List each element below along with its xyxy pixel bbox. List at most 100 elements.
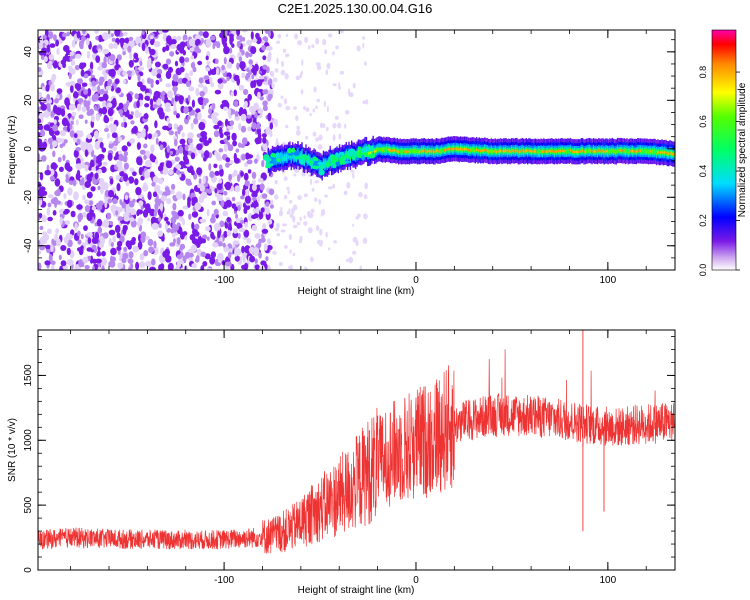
noise-speckle <box>265 45 273 51</box>
noise-speckle <box>197 97 204 104</box>
noise-speckle <box>84 264 90 270</box>
ridge-cell <box>474 149 476 152</box>
noise-speckle <box>220 30 225 36</box>
noise-speckle <box>178 124 183 132</box>
noise-speckle <box>86 110 93 116</box>
noise-speckle <box>276 222 280 229</box>
noise-speckle <box>116 160 123 168</box>
ridge-cell <box>431 150 433 153</box>
noise-speckle <box>214 89 222 95</box>
noise-speckle <box>267 54 272 63</box>
ridge-cell <box>455 147 458 150</box>
noise-speckle <box>209 256 216 265</box>
noise-speckle <box>115 58 119 67</box>
noise-speckle <box>60 260 67 267</box>
noise-speckle <box>149 98 154 106</box>
noise-speckle <box>107 198 113 204</box>
noise-speckle <box>147 238 154 247</box>
ridge-cell <box>545 150 548 153</box>
noise-speckle <box>149 171 155 178</box>
noise-speckle <box>256 79 263 87</box>
ridge-cell <box>450 147 452 151</box>
noise-speckle <box>70 210 76 218</box>
noise-speckle <box>156 68 163 75</box>
noise-speckle <box>299 238 302 244</box>
noise-speckle <box>173 238 176 244</box>
noise-speckle <box>252 196 257 201</box>
noise-speckle <box>217 230 221 239</box>
noise-speckle <box>137 66 145 71</box>
snr-y-axis-label: SNR (10 * v/v) <box>7 418 18 482</box>
noise-speckle <box>94 172 99 180</box>
noise-speckle <box>177 209 184 217</box>
noise-speckle <box>248 52 253 58</box>
noise-speckle <box>215 152 221 161</box>
noise-speckle <box>233 74 240 82</box>
ridge-spot <box>470 148 475 152</box>
noise-speckle <box>235 148 240 153</box>
noise-speckle <box>210 251 216 259</box>
noise-speckle <box>77 213 83 221</box>
noise-speckle <box>200 251 207 258</box>
noise-speckle <box>117 216 124 222</box>
ridge-spot <box>640 149 646 153</box>
ridge-cell <box>449 148 451 151</box>
noise-speckle <box>363 213 368 220</box>
noise-speckle <box>236 40 241 48</box>
noise-speckle <box>57 157 62 163</box>
noise-speckle <box>184 158 190 165</box>
noise-speckle <box>45 84 50 92</box>
noise-speckle <box>84 181 91 188</box>
noise-speckle <box>137 93 144 102</box>
noise-speckle <box>48 254 53 262</box>
ridge-spot <box>399 149 404 153</box>
noise-speckle <box>136 100 140 109</box>
noise-speckle <box>267 93 273 100</box>
ridge-cell <box>337 159 339 162</box>
noise-speckle <box>315 105 318 110</box>
noise-speckle <box>143 250 149 257</box>
snr-series-line <box>38 349 675 554</box>
noise-speckle <box>254 258 258 264</box>
ridge-cell <box>443 149 446 152</box>
noise-speckle <box>78 246 84 256</box>
noise-speckle <box>100 88 105 95</box>
noise-speckle <box>109 221 113 226</box>
ridge-cell <box>661 150 663 154</box>
ridge-cell <box>294 153 296 159</box>
noise-speckle <box>217 78 223 84</box>
noise-speckle <box>179 243 186 250</box>
noise-speckle <box>175 191 183 200</box>
noise-speckle <box>128 36 134 41</box>
noise-speckle <box>103 219 110 228</box>
noise-speckle <box>172 73 179 82</box>
noise-speckle <box>241 30 248 33</box>
noise-speckle <box>246 39 252 46</box>
noise-speckle <box>54 130 60 136</box>
noise-speckle <box>63 193 67 200</box>
ridge-blob <box>293 151 300 156</box>
noise-speckle <box>198 237 204 245</box>
noise-speckle <box>74 64 80 71</box>
noise-speckle <box>181 132 185 138</box>
noise-speckle <box>300 89 304 95</box>
noise-speckle <box>292 215 296 223</box>
noise-speckle <box>123 173 129 182</box>
ridge-cell <box>535 150 537 153</box>
noise-speckle <box>110 126 115 133</box>
noise-speckle <box>198 178 202 185</box>
noise-speckle <box>338 85 341 90</box>
noise-speckle <box>91 237 99 245</box>
noise-speckle <box>184 57 190 63</box>
ridge-blob <box>291 147 295 153</box>
noise-speckle <box>247 212 253 222</box>
ridge-blob <box>365 146 369 152</box>
noise-speckle <box>62 154 66 162</box>
ridge-cell <box>555 150 557 153</box>
noise-speckle <box>166 117 171 123</box>
noise-speckle <box>305 107 310 113</box>
noise-speckle <box>133 52 139 60</box>
noise-speckle <box>244 100 248 108</box>
noise-speckle <box>161 235 165 242</box>
noise-speckle <box>38 67 42 72</box>
